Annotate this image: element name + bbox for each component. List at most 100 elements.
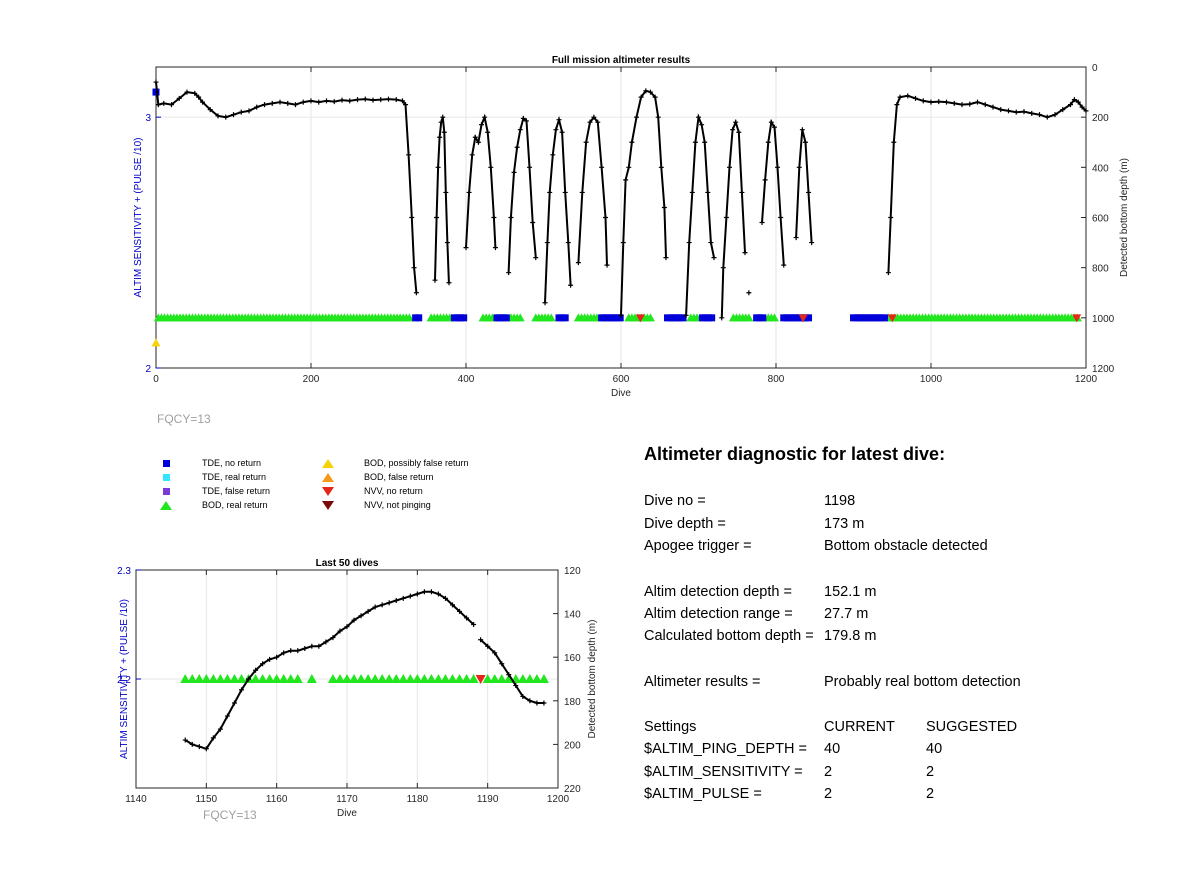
depth-line <box>465 113 497 248</box>
depth-point <box>223 114 229 120</box>
depth-point <box>224 713 230 719</box>
depth-point <box>1029 110 1035 116</box>
depth-point <box>269 100 275 106</box>
x-tick-label: 1140 <box>125 794 147 805</box>
depth-point <box>562 189 568 195</box>
status-marker <box>236 674 247 683</box>
depth-point <box>169 102 174 108</box>
depth-point <box>913 95 918 101</box>
depth-point <box>400 595 406 601</box>
status-marker <box>881 314 888 322</box>
status-marker <box>356 674 367 683</box>
depth-point <box>200 99 205 105</box>
setting-current: 2 <box>824 764 833 780</box>
depth-point <box>599 164 605 170</box>
status-marker <box>415 314 423 322</box>
chart-title: Last 50 dives <box>316 558 379 569</box>
depth-point <box>475 139 481 145</box>
depth-point <box>323 639 329 645</box>
depth-point <box>517 127 523 133</box>
depth-point <box>652 94 658 100</box>
status-marker <box>306 674 317 683</box>
depth-point <box>802 139 808 145</box>
triangle-up-marker-icon <box>160 501 172 510</box>
depth-point <box>799 127 805 133</box>
setting-suggested: 2 <box>926 786 935 802</box>
detect-depth-value: 152.1 m <box>824 584 877 600</box>
depth-point <box>437 134 443 140</box>
depth-point <box>629 139 635 145</box>
dive-no-label: Dive no = <box>644 493 706 509</box>
dive-no-value: 1198 <box>824 493 856 509</box>
depth-point <box>274 654 280 660</box>
depth-point <box>513 683 519 689</box>
depth-point <box>1075 99 1081 105</box>
depth-point <box>727 164 732 170</box>
depth-point <box>231 112 236 118</box>
depth-point <box>285 100 291 106</box>
depth-point <box>403 102 409 108</box>
depth-point <box>393 598 399 604</box>
depth-point <box>339 97 345 103</box>
status-marker <box>257 674 268 683</box>
depth-point <box>440 114 446 120</box>
altimeter-diagnostic-panel: Altimeter diagnostic for latest dive: Di… <box>644 444 1164 802</box>
status-marker <box>208 674 219 683</box>
setting-current: 40 <box>824 741 841 757</box>
y2-axis-label: Detected bottom depth (m) <box>587 620 598 739</box>
suggested-column-label: SUGGESTED <box>926 719 1018 735</box>
depth-point <box>479 122 484 128</box>
depth-point <box>658 164 664 170</box>
depth-line <box>887 94 1087 273</box>
status-marker <box>194 674 205 683</box>
depth-point <box>217 726 223 732</box>
depth-point <box>378 97 384 103</box>
depth-point <box>488 164 494 170</box>
depth-point <box>316 643 322 649</box>
y-tick-label: 2.3 <box>117 566 131 577</box>
depth-point <box>638 94 644 100</box>
depth-point <box>720 265 726 271</box>
results-label: Altimeter results = <box>644 674 761 690</box>
status-marker <box>561 314 569 322</box>
depth-point <box>944 99 949 105</box>
status-marker <box>887 314 897 323</box>
x-tick-label: 600 <box>613 374 630 385</box>
depth-point <box>482 114 488 120</box>
depth-point <box>472 134 478 140</box>
depth-line <box>685 113 715 316</box>
depth-point <box>295 648 301 654</box>
depth-point <box>623 177 629 183</box>
status-marker <box>524 674 535 683</box>
depth-point <box>705 189 711 195</box>
y-tick-label: 2.2 <box>117 675 131 686</box>
x-tick-label: 1160 <box>266 794 288 805</box>
depth-point <box>444 240 450 246</box>
detect-range-value: 27.7 m <box>824 606 869 622</box>
status-marker <box>201 674 212 683</box>
y2-axis-label: Detected bottom depth (m) <box>1119 158 1130 277</box>
depth-point <box>362 96 368 102</box>
triangle-down-marker-icon <box>322 501 334 510</box>
depth-line <box>795 129 813 243</box>
apogee-value: Bottom obstacle detected <box>824 538 988 554</box>
status-marker <box>292 674 303 683</box>
depth-point <box>708 240 714 246</box>
depth-point <box>550 152 556 158</box>
x-tick-label: 1200 <box>1075 374 1098 385</box>
depth-point <box>407 593 413 599</box>
depth-point <box>182 737 188 743</box>
depth-point <box>928 99 934 105</box>
depth-point <box>894 102 900 108</box>
depth-point <box>723 215 729 220</box>
y2-tick-label: 200 <box>564 740 581 751</box>
status-marker <box>798 314 808 323</box>
triangle-up-marker-icon <box>322 473 334 482</box>
depth-point <box>534 700 540 706</box>
depth-point <box>434 215 440 220</box>
depth-point <box>300 99 306 105</box>
depth-point <box>344 624 350 630</box>
depth-point <box>399 98 405 104</box>
status-marker <box>391 674 402 683</box>
